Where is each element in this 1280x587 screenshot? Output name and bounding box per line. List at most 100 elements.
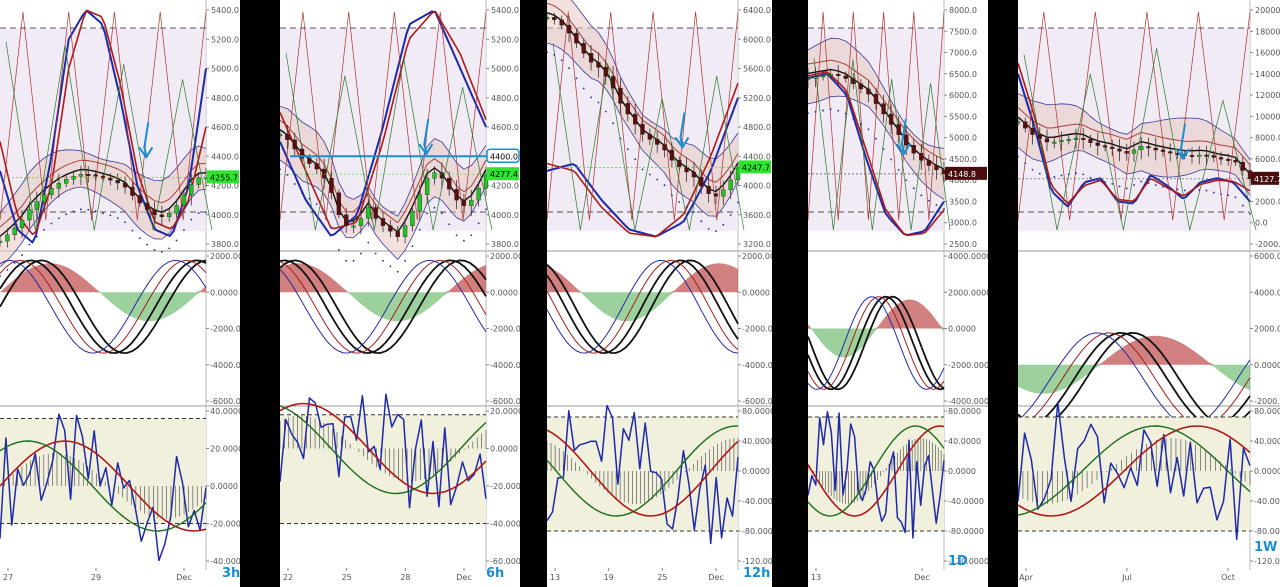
candle-body [56, 183, 62, 189]
osc-tick-label: -80.0000 [1254, 527, 1280, 536]
mid-tick-label: 0.0000 [1254, 361, 1280, 370]
dot-marker [678, 201, 681, 203]
dot-marker [6, 269, 9, 271]
oscillator-red [547, 429, 739, 517]
price-tick-label: 14000.0 [1255, 70, 1280, 79]
candle-body [728, 179, 733, 190]
x-tick-label: 19 [604, 573, 614, 582]
mid-tick-label: -6000.0000 [742, 397, 772, 406]
candle-body [167, 213, 172, 218]
price-tick-label: 4400.0 [743, 152, 771, 161]
dot-marker [308, 197, 311, 200]
channel-lower [547, 42, 739, 217]
candle-body [174, 205, 179, 214]
candle-body [71, 176, 76, 180]
candle-body [1240, 161, 1245, 171]
zigzag-green [813, 58, 951, 231]
x-tick-label: 13 [550, 573, 560, 582]
osc-tick-label: 0.0000 [742, 467, 770, 476]
oscillator-blue [1018, 401, 1251, 541]
oscillator-blue [547, 404, 739, 545]
dot-marker [367, 241, 370, 244]
dot-marker [1133, 184, 1135, 186]
annotation-arrowhead [1175, 148, 1190, 160]
osc-tick-label: -120.0000 [742, 557, 772, 566]
price-tick-label: 2500.0 [949, 240, 977, 249]
osc-tick-label: -20.0000 [210, 520, 240, 529]
candle-body [647, 134, 652, 140]
mid-tick-label: -2000.0000 [948, 361, 988, 370]
dot-marker [604, 110, 607, 113]
candle-body [1110, 146, 1115, 149]
dot-marker [21, 254, 23, 256]
mid-tick-label: 2000.0000 [1254, 325, 1280, 334]
candle-body [1081, 137, 1086, 140]
dot-marker [663, 184, 666, 187]
dot-marker [124, 221, 126, 224]
dot-marker [168, 247, 171, 250]
candle-body [299, 148, 305, 159]
dot-marker [1183, 189, 1186, 192]
dot-marker [433, 206, 436, 209]
dot-marker [205, 211, 207, 214]
candle-body [588, 53, 594, 63]
price-tick-label: 5000.0 [211, 65, 239, 74]
candle-body [669, 149, 675, 161]
candle-body [547, 17, 550, 20]
dot-marker [57, 217, 60, 220]
dot-marker [389, 265, 392, 268]
price-tick-label: 3200.0 [743, 240, 771, 249]
candle-body [581, 42, 586, 54]
dot-marker [35, 235, 38, 238]
mid-tick-label: 2000.0000 [490, 252, 520, 261]
candle-body [19, 219, 25, 229]
candle-body [559, 19, 564, 26]
channel-fill [0, 146, 206, 267]
osc-tick-label: 20.0000 [210, 445, 240, 454]
dot-marker [575, 77, 578, 80]
price-tick-label: 4800.0 [491, 94, 519, 103]
candle-body [699, 176, 704, 187]
dot-marker [396, 270, 399, 273]
candle-body [329, 177, 334, 194]
dot-marker [94, 210, 97, 213]
dot-marker [382, 259, 384, 262]
channel-upper [0, 145, 207, 214]
price-tick-label: 2000.0 [1255, 197, 1280, 206]
cycle-line-red [0, 9, 207, 236]
dot-marker [374, 252, 377, 255]
x-tick-label: 29 [91, 573, 101, 582]
price-tick-label: 5400.0 [211, 6, 239, 15]
dot-marker [1018, 155, 1019, 158]
candle-body [919, 153, 924, 161]
candle-body [34, 201, 39, 210]
zigzag-red [280, 11, 487, 221]
mid-tick-label: -4000.0000 [210, 361, 240, 370]
dot-marker [905, 179, 908, 182]
candle-body [461, 199, 467, 206]
candle-body [721, 189, 726, 197]
dot-marker [1060, 174, 1063, 177]
last-price-label: 4277.4 [490, 170, 518, 179]
candle-body [911, 144, 916, 154]
dot-marker [477, 222, 480, 225]
price-tick-label: 6000.0 [743, 35, 771, 44]
chart-svg-12h: 6400.0 6000.0 5600.0 5200.0 4800.0 4400.0 4000… [547, 0, 772, 582]
price-tick-label: 5200.0 [211, 35, 239, 44]
candle-body [926, 160, 932, 166]
dot-marker [404, 259, 406, 262]
dot-marker [80, 208, 82, 211]
candle-body [896, 124, 901, 136]
osc-tick-label: 20.0000 [490, 407, 520, 416]
price-tick-label: 20000.0 [1255, 6, 1280, 15]
osc-tick-label: 80.0000 [948, 407, 981, 416]
timeframe-label: 3h [222, 566, 240, 581]
candle-body [1131, 149, 1137, 154]
candle-body [196, 177, 201, 185]
dot-marker [890, 158, 893, 161]
annotation-arrow [143, 122, 150, 156]
candle-body [64, 179, 69, 184]
price-tick-label: 4000.0 [743, 182, 771, 191]
dot-marker [138, 237, 141, 240]
